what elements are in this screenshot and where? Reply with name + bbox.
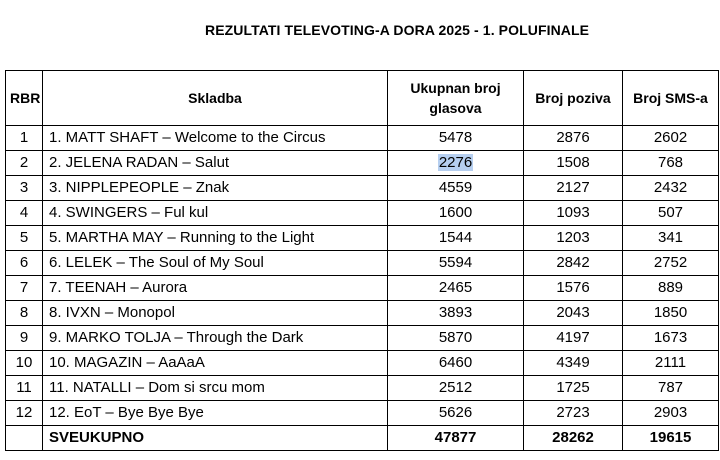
sms-cell: 2602: [622, 125, 719, 151]
song-cell: 1. MATT SHAFT – Welcome to the Circus: [42, 125, 388, 151]
rbr-cell: 4: [5, 200, 43, 226]
calls-cell: 2842: [523, 250, 623, 276]
totals-row: SVEUKUPNO 47877 28262 19615: [5, 425, 719, 451]
column-header-total-votes-line2: glasova: [429, 100, 482, 116]
table-row: 4 4. SWINGERS – Ful kul 1600 1093 507: [5, 200, 719, 226]
table-row: 5 5. MARTHA MAY – Running to the Light 154…: [5, 225, 719, 251]
total-votes-cell: 5594: [387, 250, 524, 276]
calls-cell: 1576: [523, 275, 623, 301]
table-row: 1 1. MATT SHAFT – Welcome to the Circus 54…: [5, 125, 719, 151]
sms-cell: 768: [622, 150, 719, 176]
column-header-song: Skladba: [42, 70, 388, 126]
total-votes-cell: 3893: [387, 300, 524, 326]
song-cell: 6. LELEK – The Soul of My Soul: [42, 250, 388, 276]
calls-cell: 2723: [523, 400, 623, 426]
rbr-cell: 2: [5, 150, 43, 176]
table-row: 12 12. EoT – Bye Bye Bye 5626 2723 2903: [5, 400, 719, 426]
total-votes-cell: 5626: [387, 400, 524, 426]
song-cell: 4. SWINGERS – Ful kul: [42, 200, 388, 226]
table-row: 7 7. TEENAH – Aurora 2465 1576 889: [5, 275, 719, 301]
calls-cell: 4197: [523, 325, 623, 351]
table-row: 3 3. NIPPLEPEOPLE – Znak 4559 2127 2432: [5, 175, 719, 201]
totals-sms: 19615: [622, 425, 719, 451]
column-header-total-votes: Ukupnan broj glasova: [387, 70, 524, 126]
sms-cell: 1673: [622, 325, 719, 351]
song-cell: 9. MARKO TOLJA – Through the Dark: [42, 325, 388, 351]
song-cell: 7. TEENAH – Aurora: [42, 275, 388, 301]
sms-cell: 2752: [622, 250, 719, 276]
sms-cell: 2903: [622, 400, 719, 426]
table-row: 6 6. LELEK – The Soul of My Soul 5594 2842 2…: [5, 250, 719, 276]
column-header-calls: Broj poziva: [523, 70, 623, 126]
rbr-cell: 6: [5, 250, 43, 276]
sms-cell: 341: [622, 225, 719, 251]
total-votes-cell: 5870: [387, 325, 524, 351]
total-votes-cell: 5478: [387, 125, 524, 151]
total-votes-cell: 1544: [387, 225, 524, 251]
rbr-cell: 1: [5, 125, 43, 151]
column-header-sms: Broj SMS-a: [622, 70, 719, 126]
totals-calls: 28262: [523, 425, 623, 451]
calls-cell: 1093: [523, 200, 623, 226]
song-cell: 10. MAGAZIN – AaAaA: [42, 350, 388, 376]
totals-label: SVEUKUPNO: [42, 425, 388, 451]
song-cell: 5. MARTHA MAY – Running to the Light: [42, 225, 388, 251]
rbr-cell: 7: [5, 275, 43, 301]
rbr-cell: 11: [5, 375, 43, 401]
table-row: 2 2. JELENA RADAN – Salut 2276 1508 768: [5, 150, 719, 176]
song-cell: 2. JELENA RADAN – Salut: [42, 150, 388, 176]
column-header-rbr: RBR: [5, 70, 43, 126]
selected-text-highlight[interactable]: 2276: [437, 154, 474, 171]
table-row: 10 10. MAGAZIN – AaAaA 6460 4349 2111: [5, 350, 719, 376]
total-votes-cell: 1600: [387, 200, 524, 226]
sms-cell: 2111: [622, 350, 719, 376]
sms-cell: 2432: [622, 175, 719, 201]
results-table: RBR Skladba Ukupnan broj glasova Broj po…: [5, 70, 719, 451]
calls-cell: 1203: [523, 225, 623, 251]
totals-total-votes: 47877: [387, 425, 524, 451]
sms-cell: 787: [622, 375, 719, 401]
rbr-cell: 5: [5, 225, 43, 251]
rbr-cell: 3: [5, 175, 43, 201]
rbr-cell: 12: [5, 400, 43, 426]
sms-cell: 889: [622, 275, 719, 301]
total-votes-cell: 2276: [387, 150, 524, 176]
sms-cell: 507: [622, 200, 719, 226]
table-row: 11 11. NATALLI – Dom si srcu mom 2512 1725 7…: [5, 375, 719, 401]
rbr-cell: 10: [5, 350, 43, 376]
song-cell: 12. EoT – Bye Bye Bye: [42, 400, 388, 426]
calls-cell: 1508: [523, 150, 623, 176]
totals-rbr-cell: [5, 425, 43, 451]
rbr-cell: 8: [5, 300, 43, 326]
song-cell: 11. NATALLI – Dom si srcu mom: [42, 375, 388, 401]
column-header-total-votes-line1: Ukupnan broj: [410, 80, 501, 96]
page-title: REZULTATI TELEVOTING-A DORA 2025 - 1. PO…: [205, 22, 590, 38]
calls-cell: 4349: [523, 350, 623, 376]
total-votes-cell: 2512: [387, 375, 524, 401]
rbr-cell: 9: [5, 325, 43, 351]
total-votes-cell: 2465: [387, 275, 524, 301]
calls-cell: 2876: [523, 125, 623, 151]
calls-cell: 1725: [523, 375, 623, 401]
table-row: 8 8. IVXN – Monopol 3893 2043 1850: [5, 300, 719, 326]
song-cell: 8. IVXN – Monopol: [42, 300, 388, 326]
sms-cell: 1850: [622, 300, 719, 326]
calls-cell: 2043: [523, 300, 623, 326]
total-votes-cell: 6460: [387, 350, 524, 376]
table-row: 9 9. MARKO TOLJA – Through the Dark 5870 41…: [5, 325, 719, 351]
total-votes-cell: 4559: [387, 175, 524, 201]
calls-cell: 2127: [523, 175, 623, 201]
song-cell: 3. NIPPLEPEOPLE – Znak: [42, 175, 388, 201]
table-header-row: RBR Skladba Ukupnan broj glasova Broj po…: [5, 70, 719, 126]
